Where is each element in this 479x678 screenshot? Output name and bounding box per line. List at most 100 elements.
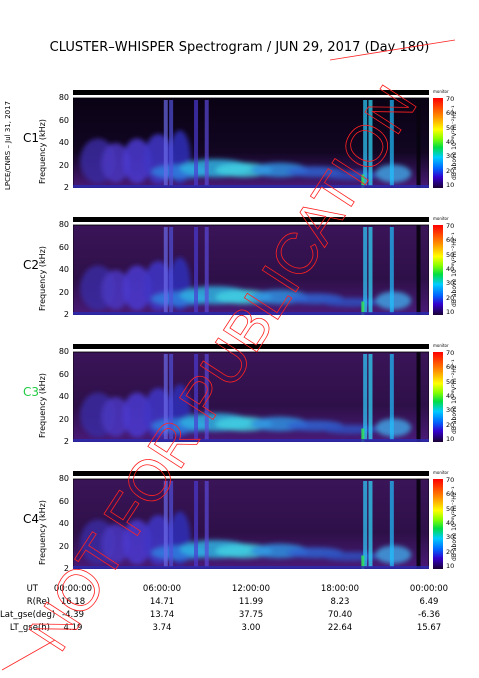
row-value: 70.40: [327, 610, 353, 620]
chart-title: CLUSTER–WHISPER Spectrogram / JUN 29, 20…: [49, 40, 430, 55]
row-value: 14.71: [149, 597, 175, 607]
colorbar-label: dB above 10⁻⁸V²m⁻²Hz⁻¹: [451, 486, 458, 561]
y-tick-label: 2: [63, 183, 69, 192]
row-value: 15.67: [416, 623, 442, 633]
row-label: LT_gse(h): [9, 623, 50, 633]
colorbar-label: dB above 10⁻⁸V²m⁻²Hz⁻¹: [451, 232, 458, 307]
row-value: 06:00:00: [142, 584, 182, 594]
colorbar-tick-label: 20: [446, 293, 455, 302]
coverage-bar: [73, 90, 429, 95]
coverage-bar: [73, 471, 429, 476]
colorbar-tick-label: 70: [446, 222, 455, 230]
y-tick-label: 60: [58, 242, 69, 252]
row-value: 8.23: [330, 597, 350, 607]
colorbar-tick-label: 70: [446, 476, 455, 484]
row-value: 00:00:00: [409, 584, 449, 594]
colorbar: [433, 225, 443, 315]
colorbar-tick-label: 10: [446, 181, 455, 189]
colorbar-tick-label: 30: [446, 279, 455, 288]
colorbar-tick-label: 50: [446, 377, 455, 386]
colorbar-tick-label: 60: [446, 363, 455, 372]
colorbar-tick-label: 40: [446, 392, 455, 400]
row-value: 13.74: [149, 610, 175, 620]
colorbar-tick-label: 70: [446, 349, 455, 357]
y-tick-label: 60: [58, 369, 69, 379]
colorbar-tick-label: 30: [446, 533, 455, 542]
satellite-label: C2: [23, 258, 40, 272]
colorbar: [433, 479, 443, 569]
y-tick-label: 20: [58, 414, 69, 424]
row-value: 4.19: [63, 623, 83, 633]
colorbar-tick-label: 70: [446, 95, 455, 103]
satellite-label: C1: [23, 131, 40, 145]
colorbar-top-label: monitor: [433, 470, 449, 475]
spectrogram-plot: [73, 90, 429, 188]
row-value: 3.00: [241, 623, 261, 633]
row-value: 3.74: [152, 623, 172, 633]
coverage-bar: [73, 344, 429, 349]
y-axis-label: Frequency (kHz): [38, 373, 47, 438]
row-value: 12:00:00: [231, 584, 271, 594]
colorbar-label: dB above 10⁻⁸V²m⁻²Hz⁻¹: [451, 105, 458, 180]
y-tick-label: 40: [58, 392, 69, 401]
colorbar-tick-label: 50: [446, 504, 455, 513]
colorbar-tick-label: 10: [446, 435, 455, 443]
side-credit-label: LPCE/CNRS – Jul 31, 2017: [4, 100, 12, 190]
y-tick-label: 60: [58, 115, 69, 125]
y-tick-label: 2: [63, 437, 69, 446]
y-tick-label: 20: [58, 541, 69, 551]
y-tick-label: 2: [63, 564, 69, 573]
colorbar-label: dB above 10⁻⁸V²m⁻²Hz⁻¹: [451, 359, 458, 434]
colorbar-tick-label: 30: [446, 406, 455, 415]
row-value: 22.64: [327, 623, 353, 633]
y-tick-label: 40: [58, 138, 69, 147]
colorbar-tick-label: 40: [446, 138, 455, 146]
colorbar-tick-label: 50: [446, 250, 455, 259]
colorbar-top-label: monitor: [433, 216, 449, 221]
row-label: UT: [26, 584, 38, 594]
y-tick-label: 80: [58, 474, 69, 483]
y-tick-label: 20: [58, 160, 69, 170]
y-tick-label: 80: [58, 93, 69, 102]
colorbar-tick-label: 60: [446, 236, 455, 245]
row-value: 18:00:00: [320, 584, 360, 594]
colorbar-top-label: monitor: [433, 343, 449, 348]
y-axis-label: Frequency (kHz): [38, 500, 47, 565]
colorbar-tick-label: 10: [446, 308, 455, 316]
y-tick-label: 40: [58, 519, 69, 528]
colorbar-tick-label: 40: [446, 519, 455, 527]
y-tick-label: 20: [58, 287, 69, 297]
colorbar-tick-label: 30: [446, 152, 455, 161]
y-tick-label: 40: [58, 265, 69, 274]
stamp-line-bottom: [1, 639, 56, 671]
row-value: 00:00:00: [53, 584, 93, 594]
colorbar-tick-label: 10: [446, 562, 455, 570]
colorbar-tick-label: 60: [446, 109, 455, 118]
row-value: -4.39: [62, 610, 84, 620]
coverage-bar: [73, 217, 429, 222]
colorbar-top-label: monitor: [433, 89, 449, 94]
y-tick-label: 60: [58, 496, 69, 506]
spectrogram-plot: [73, 471, 429, 569]
satellite-label: C3: [23, 385, 40, 399]
spectrogram-plot: [73, 217, 429, 315]
y-tick-label: 2: [63, 310, 69, 319]
row-value: -6.36: [418, 610, 440, 620]
row-value: 6.49: [419, 597, 439, 607]
row-label: Lat_gse(deg): [0, 610, 56, 620]
y-axis-label: Frequency (kHz): [38, 119, 47, 184]
y-tick-label: 80: [58, 220, 69, 229]
row-value: 37.75: [238, 610, 264, 620]
row-label: R(Re): [26, 597, 50, 607]
satellite-label: C4: [23, 512, 40, 526]
y-axis-label: Frequency (kHz): [38, 246, 47, 311]
colorbar-tick-label: 20: [446, 547, 455, 556]
spectrogram-plot: [73, 344, 429, 442]
colorbar-tick-label: 40: [446, 265, 455, 273]
row-value: 11.99: [238, 597, 264, 607]
colorbar-tick-label: 20: [446, 166, 455, 175]
row-value: 16.18: [60, 597, 86, 607]
colorbar-tick-label: 60: [446, 490, 455, 499]
colorbar: [433, 352, 443, 442]
colorbar-tick-label: 20: [446, 420, 455, 429]
